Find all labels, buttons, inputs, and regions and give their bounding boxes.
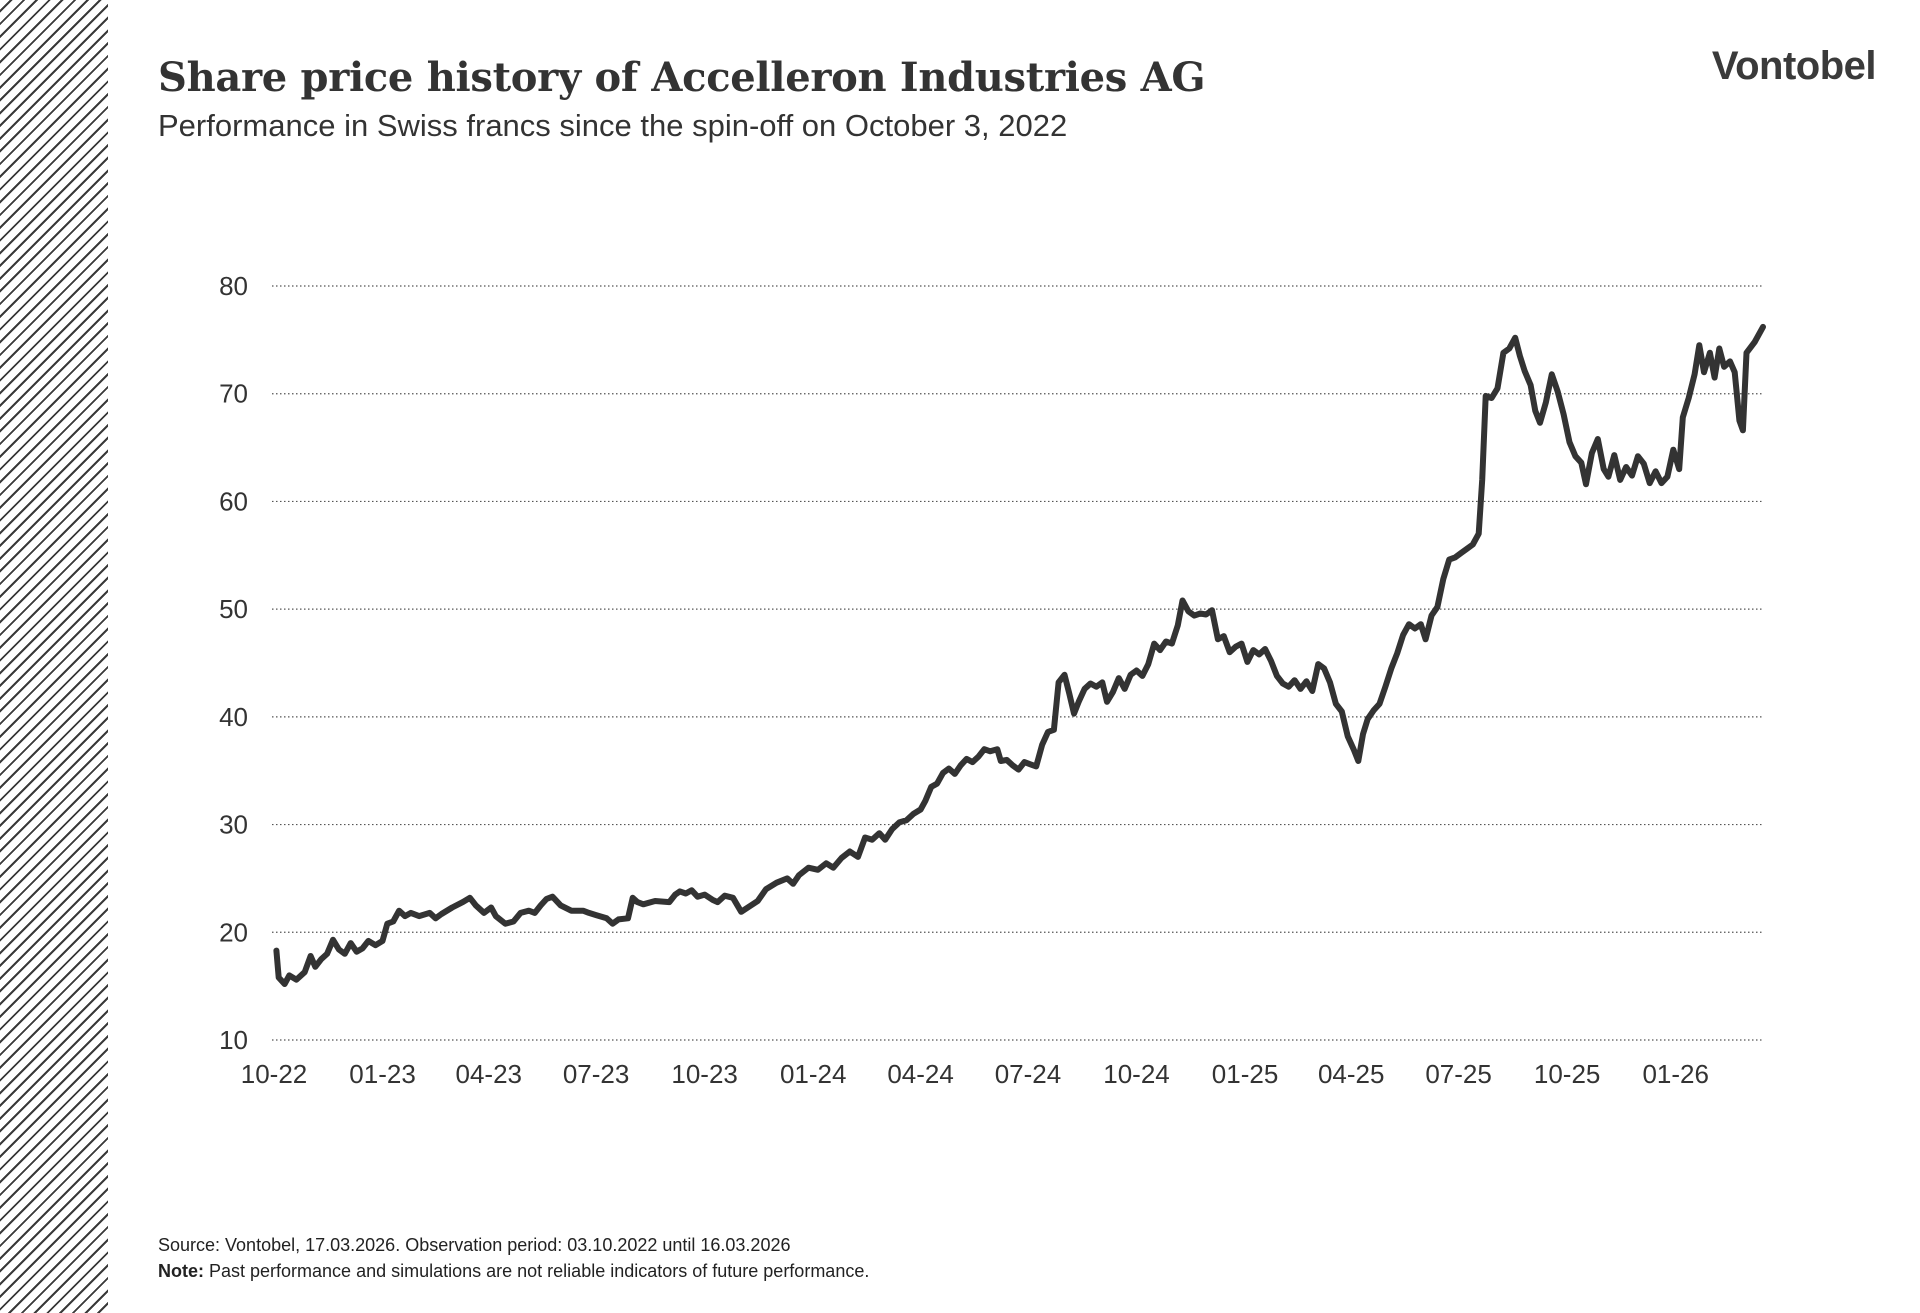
x-tick-label: 10-25	[1534, 1059, 1601, 1089]
note-label: Note:	[158, 1261, 204, 1281]
series-line-0	[273, 323, 1766, 987]
y-tick-label: 30	[219, 810, 248, 840]
x-tick-label: 04-23	[455, 1059, 522, 1089]
y-tick-label: 80	[219, 271, 248, 301]
source-text: Source: Vontobel, 17.03.2026. Observatio…	[158, 1235, 791, 1255]
chart-title: Share price history of Accelleron Indust…	[158, 54, 1206, 101]
y-tick-label: 20	[219, 917, 248, 947]
chart-subtitle: Performance in Swiss francs since the sp…	[158, 108, 1068, 143]
x-axis-tick-labels: 10-22 01-23 04-23 07-23 10-23 01-24 04-24 07-24…	[241, 1059, 1709, 1089]
y-tick-label: 60	[219, 486, 248, 516]
x-tick-label: 10-24	[1103, 1059, 1170, 1089]
y-tick-label: 50	[219, 594, 248, 624]
x-tick-label: 01-24	[780, 1059, 847, 1089]
x-tick-label: 01-25	[1212, 1059, 1279, 1089]
x-tick-label: 07-25	[1425, 1059, 1492, 1089]
x-tick-label: 01-23	[349, 1059, 416, 1089]
y-axis-tick-labels: 10 20 30 40 50 60 70 80	[219, 271, 248, 1055]
footer-source: Source: Vontobel, 17.03.2026. Observatio…	[158, 1232, 869, 1284]
y-tick-label: 10	[219, 1025, 248, 1055]
x-tick-label: 10-22	[241, 1059, 308, 1089]
x-tick-label: 07-24	[995, 1059, 1062, 1089]
note-text: Past performance and simulations are not…	[204, 1261, 870, 1281]
x-tick-label: 07-23	[563, 1059, 630, 1089]
x-tick-label: 04-24	[887, 1059, 954, 1089]
series-layer	[273, 323, 1766, 987]
x-tick-label: 10-23	[671, 1059, 738, 1089]
x-tick-label: 04-25	[1318, 1059, 1385, 1089]
hatched-side-band	[0, 0, 108, 1313]
y-tick-label: 70	[219, 379, 248, 409]
vontobel-logo: Vontobel	[1711, 44, 1877, 88]
gridlines	[272, 285, 1763, 1041]
x-tick-label: 01-26	[1642, 1059, 1709, 1089]
y-tick-label: 40	[219, 702, 248, 732]
